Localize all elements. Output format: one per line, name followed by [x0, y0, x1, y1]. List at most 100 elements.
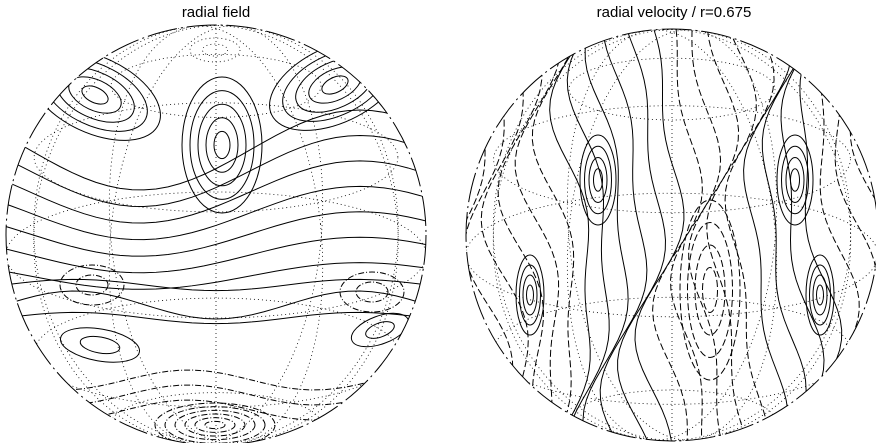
contour	[181, 76, 263, 214]
contour	[189, 37, 241, 63]
contour	[687, 222, 733, 358]
contour	[688, 29, 740, 441]
contour	[60, 327, 140, 363]
contour	[42, 58, 148, 132]
contour	[679, 199, 741, 381]
contour	[59, 264, 125, 306]
contour	[6, 160, 426, 224]
contour	[68, 76, 122, 114]
contour	[531, 29, 581, 441]
contour	[579, 134, 617, 226]
contour	[6, 278, 426, 292]
contour	[79, 335, 121, 355]
contour	[55, 67, 135, 123]
contour	[549, 29, 592, 441]
contour	[202, 43, 228, 57]
meridian-line	[492, 29, 852, 441]
contour	[780, 29, 825, 441]
contour	[828, 29, 876, 441]
contour	[480, 29, 529, 441]
contour	[466, 29, 498, 441]
contour	[584, 145, 612, 215]
contour	[81, 85, 109, 105]
contour	[75, 274, 109, 296]
latitude-line	[493, 105, 851, 214]
contour	[29, 49, 161, 141]
contour	[652, 29, 703, 441]
contour	[743, 29, 793, 441]
contour	[781, 145, 809, 215]
contour	[702, 267, 718, 313]
meridian-line	[566, 29, 778, 441]
contour	[189, 90, 255, 200]
contour	[466, 29, 514, 441]
contour	[519, 264, 541, 326]
contour	[308, 66, 362, 104]
sphere-right	[466, 29, 876, 441]
contour	[566, 29, 610, 441]
panel-title: radial field	[182, 4, 250, 21]
contour	[776, 134, 814, 226]
contour	[706, 29, 757, 441]
contour	[269, 39, 401, 131]
contour	[355, 281, 389, 303]
contour	[599, 29, 648, 441]
contour	[588, 157, 608, 203]
contour	[365, 321, 395, 339]
latitude-line	[33, 102, 399, 213]
latitude-line	[568, 57, 776, 121]
contour	[514, 29, 562, 441]
contour	[174, 409, 256, 441]
contour	[515, 254, 545, 336]
meridian-line	[108, 25, 324, 445]
contour	[694, 244, 726, 336]
contour	[6, 109, 426, 191]
contour	[339, 271, 405, 313]
contour	[812, 274, 828, 316]
contour	[593, 168, 603, 192]
contour	[634, 29, 685, 441]
contour	[522, 274, 538, 316]
latitude-line	[33, 297, 399, 408]
contour	[790, 168, 800, 192]
contour	[295, 57, 375, 113]
contour	[6, 134, 426, 207]
contour	[6, 211, 426, 257]
contour	[582, 29, 629, 441]
contour	[6, 185, 426, 241]
meridian-line	[492, 29, 852, 441]
contour	[809, 264, 831, 326]
latitude-line	[466, 192, 876, 318]
contour	[526, 284, 534, 306]
contour	[154, 402, 276, 445]
contour	[184, 413, 246, 437]
sphere-left	[6, 25, 426, 445]
contour	[197, 103, 247, 187]
panel-title: radial velocity / r=0.675	[597, 4, 752, 21]
sphere-outline	[465, 28, 876, 442]
meridian-line	[108, 25, 324, 445]
contour	[204, 420, 226, 430]
contour	[793, 29, 843, 441]
contour	[205, 117, 239, 173]
contour	[724, 29, 775, 441]
contour	[847, 29, 876, 441]
meridian-line	[566, 29, 778, 441]
contour	[282, 48, 388, 122]
contour	[6, 290, 426, 320]
contour	[6, 262, 426, 290]
contour	[164, 406, 266, 444]
contour	[617, 29, 666, 441]
contour	[805, 254, 835, 336]
contour	[6, 311, 426, 325]
contour	[785, 157, 805, 203]
latitude-line	[110, 53, 322, 118]
contour	[816, 284, 824, 306]
contour	[670, 29, 722, 441]
contour	[761, 29, 810, 441]
contour	[6, 236, 426, 274]
latitude-line	[6, 191, 426, 319]
contour	[321, 75, 349, 95]
